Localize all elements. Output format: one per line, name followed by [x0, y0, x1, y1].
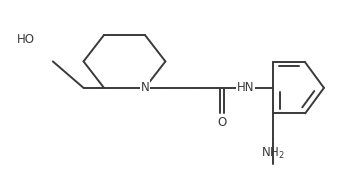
Text: N: N	[140, 81, 149, 94]
Text: HO: HO	[17, 33, 35, 46]
Text: O: O	[218, 116, 227, 129]
Text: HN: HN	[237, 81, 254, 94]
Text: NH$_2$: NH$_2$	[261, 146, 285, 161]
